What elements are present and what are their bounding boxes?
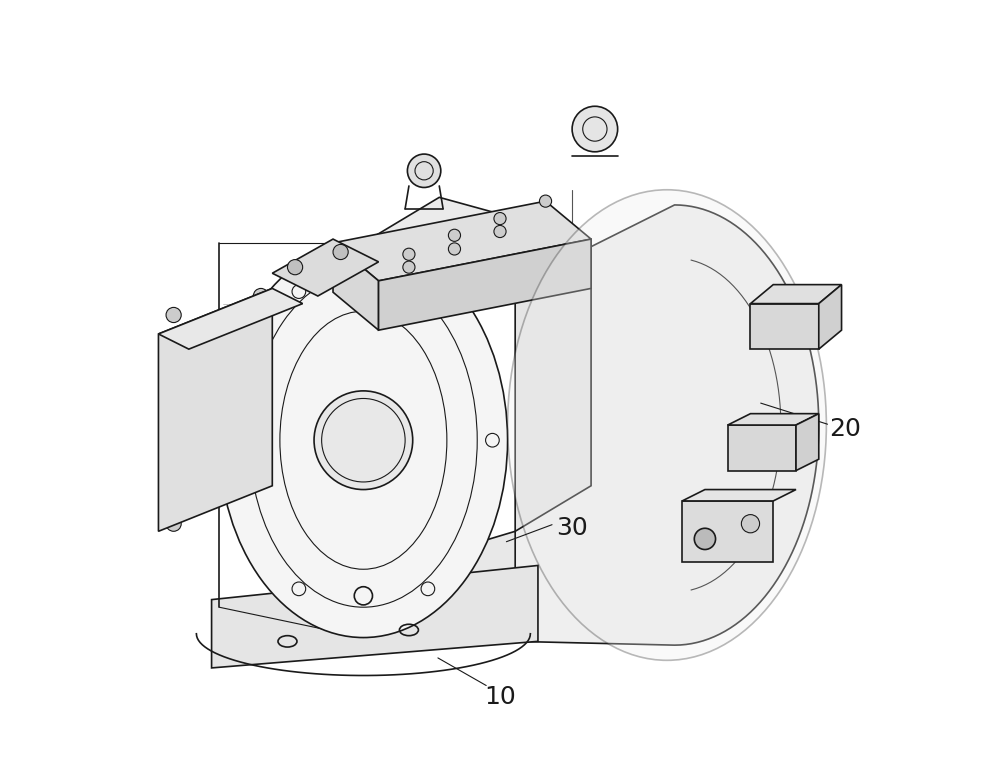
Circle shape [287, 260, 303, 275]
Circle shape [773, 313, 801, 340]
Circle shape [253, 471, 269, 486]
Circle shape [166, 307, 181, 323]
Polygon shape [363, 531, 515, 638]
Circle shape [333, 244, 348, 260]
Polygon shape [158, 288, 272, 531]
Polygon shape [750, 304, 819, 349]
Polygon shape [272, 239, 379, 296]
Polygon shape [363, 197, 591, 285]
Circle shape [179, 427, 206, 454]
Circle shape [403, 261, 415, 273]
Circle shape [494, 225, 506, 238]
Circle shape [166, 516, 181, 531]
Polygon shape [682, 490, 796, 501]
Circle shape [752, 436, 776, 460]
Circle shape [539, 195, 552, 207]
Polygon shape [796, 414, 819, 471]
Ellipse shape [508, 190, 826, 660]
Polygon shape [158, 288, 303, 349]
Polygon shape [515, 239, 591, 531]
Circle shape [179, 351, 206, 378]
Circle shape [314, 391, 413, 490]
Circle shape [694, 528, 716, 550]
Circle shape [741, 515, 760, 533]
Text: 10: 10 [484, 685, 516, 709]
Polygon shape [682, 501, 773, 562]
Polygon shape [212, 565, 538, 668]
Circle shape [403, 248, 415, 260]
Polygon shape [379, 239, 591, 330]
Polygon shape [728, 425, 796, 471]
Polygon shape [515, 205, 819, 645]
Circle shape [407, 154, 441, 187]
Circle shape [448, 243, 461, 255]
Circle shape [572, 106, 618, 152]
Circle shape [253, 288, 269, 304]
Polygon shape [333, 243, 379, 330]
Ellipse shape [219, 243, 508, 638]
Text: 20: 20 [829, 417, 861, 441]
Polygon shape [819, 285, 842, 349]
Circle shape [494, 213, 506, 225]
Polygon shape [750, 285, 842, 304]
Circle shape [179, 389, 206, 416]
Polygon shape [728, 414, 819, 425]
Circle shape [448, 229, 461, 241]
Circle shape [179, 465, 206, 492]
Text: 30: 30 [556, 515, 588, 540]
Polygon shape [333, 201, 591, 281]
